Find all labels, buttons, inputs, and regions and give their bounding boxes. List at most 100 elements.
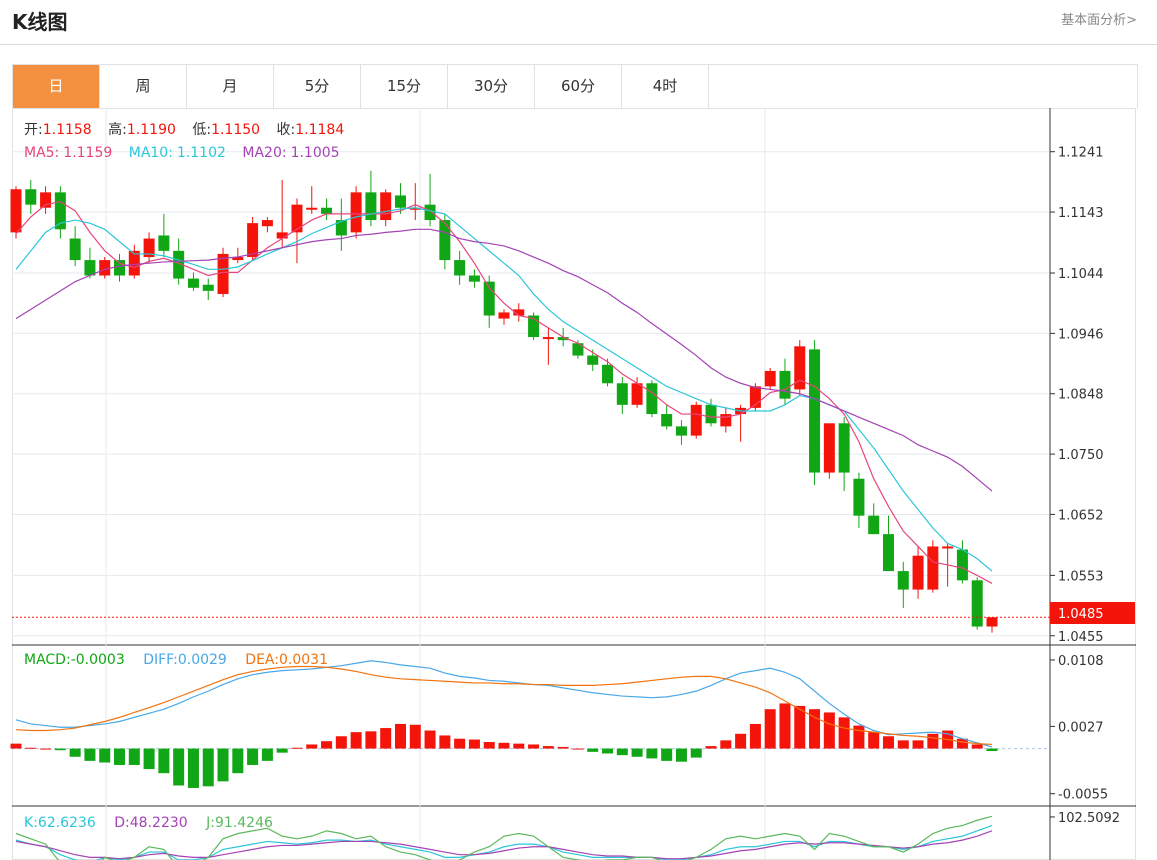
candle-body: [853, 478, 865, 516]
kdj-j-line: [15, 815, 993, 860]
candle-body: [675, 426, 687, 436]
current-price-value: 1.0485: [1058, 607, 1104, 622]
candle-body: [971, 580, 983, 627]
low-label: 低:: [192, 122, 211, 138]
macd-legend: MACD:-0.0003 DIFF:0.0029 DEA:0.0031: [24, 652, 328, 668]
macd-histogram-bar: [276, 748, 288, 753]
price-tick-label: 1.0553: [1058, 569, 1104, 584]
candle-body: [720, 414, 732, 427]
macd-histogram-bar: [853, 725, 865, 749]
macd-histogram-bar: [616, 748, 628, 756]
macd-histogram-bar: [335, 736, 347, 749]
candle-body: [217, 253, 229, 294]
fundamental-analysis-link[interactable]: 基本面分析>: [1061, 13, 1137, 28]
macd-histogram-bar: [40, 748, 52, 750]
j-value: 91.4246: [215, 815, 273, 831]
candle-body: [128, 250, 140, 276]
macd-histogram-bar: [572, 748, 584, 750]
candle-body: [468, 275, 480, 282]
tab-week[interactable]: 周: [100, 65, 187, 108]
candle-body: [321, 207, 333, 214]
macd-histogram-bar: [764, 709, 776, 749]
open-value: 1.1158: [43, 122, 92, 138]
svg-text:MACD:-0.0003 DIFF:0.0029: MACD:-0.0003 DIFF:0.0029 DEA:0.0031: [24, 652, 328, 668]
candle-body: [986, 617, 998, 627]
candle-body: [187, 278, 199, 288]
macd-histogram-bar: [439, 735, 451, 749]
macd-histogram-bar: [956, 738, 968, 749]
candle-body: [956, 549, 968, 581]
dea-label: DEA:: [245, 652, 279, 668]
macd-histogram-bar: [735, 733, 747, 749]
candle-body: [690, 404, 702, 436]
macd-histogram-bar: [217, 748, 229, 782]
diff-value: 0.0029: [178, 652, 227, 668]
macd-histogram-bar: [986, 748, 998, 752]
macd-histogram-bar: [321, 741, 333, 749]
macd-histogram-bar: [10, 743, 22, 749]
open-label: 开:: [24, 122, 43, 138]
macd-histogram-bar: [749, 723, 761, 749]
macd-histogram-bar: [675, 748, 687, 762]
candle-body: [587, 355, 599, 365]
low-value: 1.1150: [211, 122, 260, 138]
k-label: K:: [24, 815, 38, 831]
price-tick-label: 1.1143: [1058, 206, 1104, 221]
ma20-value: 1.1005: [291, 145, 340, 161]
candle-body: [498, 312, 510, 319]
tab-month[interactable]: 月: [187, 65, 274, 108]
candle-body: [114, 260, 126, 276]
kdj-legend: K:62.6236 D:48.2230 J:91.4246: [24, 815, 273, 831]
macd-histogram-bar: [823, 712, 835, 749]
macd-histogram-bar: [602, 748, 614, 754]
high-label: 高:: [108, 121, 127, 138]
candle-body: [602, 364, 614, 384]
candle-body: [54, 192, 66, 230]
candle-body: [276, 232, 288, 239]
macd-histogram-bar: [247, 748, 259, 765]
macd-histogram-bar: [661, 748, 673, 761]
macd-panel: 0.0108 0.0027 -0.0055: [10, 654, 1108, 803]
macd-histogram-bar: [232, 748, 244, 774]
candle-body: [705, 404, 717, 424]
candle-body: [173, 250, 185, 279]
macd-histogram-bar: [779, 703, 791, 749]
macd-histogram-bar: [631, 748, 643, 757]
diff-line: [15, 660, 993, 748]
macd-histogram-bar: [720, 740, 732, 749]
candle-body: [202, 284, 214, 291]
candle-body: [232, 257, 244, 261]
tab-day[interactable]: 日: [13, 65, 100, 108]
tab-5min[interactable]: 5分: [274, 65, 361, 108]
macd-histogram-bar: [557, 746, 569, 749]
timeframe-tabs: 日 周 月 5分 15分 30分 60分 4时: [12, 64, 1138, 109]
tab-15min[interactable]: 15分: [361, 65, 448, 108]
macd-histogram-bar: [114, 748, 126, 765]
macd-histogram-bar: [291, 747, 303, 749]
price-tick-label: 1.1044: [1058, 267, 1104, 282]
candle-body: [306, 207, 318, 210]
tab-60min[interactable]: 60分: [535, 65, 622, 108]
d-value: 48.2230: [130, 815, 188, 831]
ma-lines: [15, 200, 993, 584]
price-tick-label: 1.0848: [1058, 388, 1104, 403]
price-tick-label: 1.1241: [1058, 146, 1104, 161]
candle-body: [764, 370, 776, 387]
candle-body: [868, 515, 880, 535]
candle-body: [261, 220, 273, 227]
candle-body: [631, 383, 643, 405]
price-tick-label: 1.0652: [1058, 508, 1104, 523]
macd-histogram-bar: [143, 748, 155, 770]
macd-histogram-bar: [705, 746, 717, 749]
tab-30min[interactable]: 30分: [448, 65, 535, 108]
macd-histogram-bar: [927, 733, 939, 749]
macd-histogram-bar: [158, 748, 170, 774]
macd-histogram-bar: [838, 717, 850, 749]
svg-text:K:62.6236 D:48.2230: K:62.6236 D:48.2230 J:91.4246: [24, 815, 273, 831]
svg-text:MA5:1.1159 MA10:1.1102: MA5: 1.1159 MA10: 1.1102 MA20: 1.1005: [24, 145, 340, 161]
macd-histogram-bar: [202, 748, 214, 787]
j-label: J:: [205, 815, 215, 831]
macd-tick-label: -0.0055: [1058, 788, 1108, 803]
tab-4hour[interactable]: 4时: [622, 65, 709, 108]
